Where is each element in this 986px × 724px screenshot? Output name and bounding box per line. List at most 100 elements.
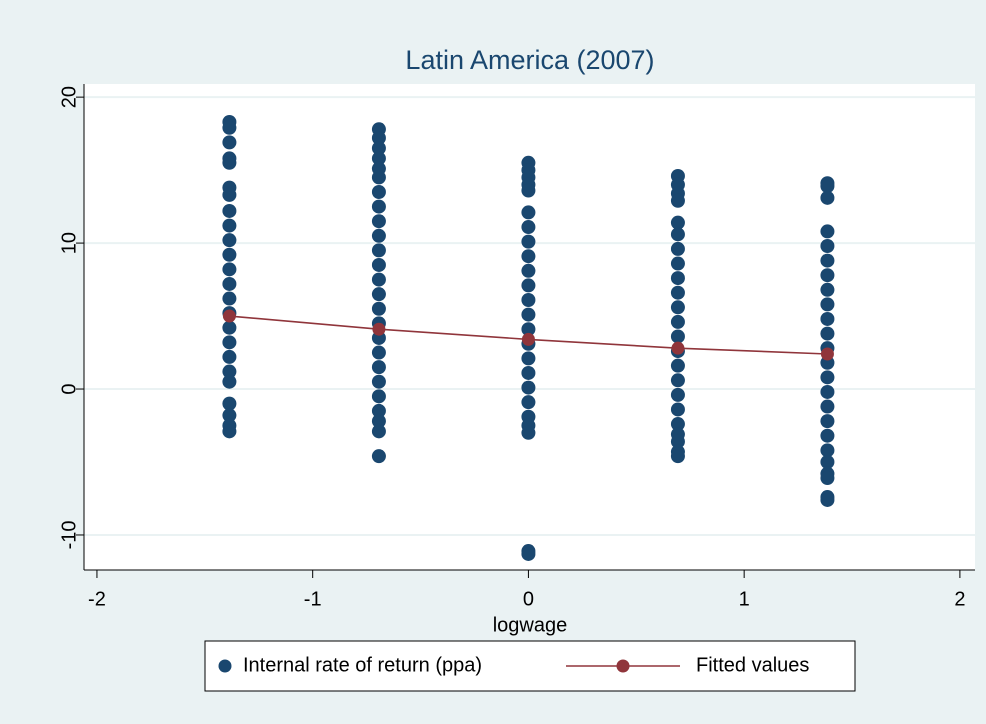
point: [371, 374, 386, 389]
point: [670, 387, 685, 402]
point: [521, 293, 536, 307]
point: [521, 263, 536, 278]
point: [222, 135, 237, 150]
point: [521, 278, 536, 293]
legend-marker: [218, 659, 232, 673]
point: [371, 403, 386, 418]
point: [371, 170, 386, 185]
point: [371, 131, 386, 145]
point: [820, 471, 835, 486]
point: [670, 215, 685, 230]
point: [820, 414, 835, 429]
y-tick-label: 20: [58, 86, 80, 108]
point: [820, 282, 835, 297]
point: [670, 314, 685, 329]
point: [820, 253, 835, 268]
point: [371, 287, 386, 302]
x-tick-label: 1: [739, 588, 750, 610]
point: [670, 373, 685, 388]
point: [521, 307, 536, 322]
point: [820, 370, 835, 385]
x-tick-label: 0: [523, 588, 534, 610]
y-tick-label: 0: [58, 383, 80, 394]
point: [521, 249, 536, 264]
point: [670, 300, 685, 315]
point: [222, 291, 237, 306]
point: [820, 384, 835, 399]
point: [222, 335, 237, 350]
point: [371, 228, 386, 243]
point: [670, 271, 685, 286]
point: [371, 301, 386, 316]
point: [222, 262, 237, 277]
point: [521, 425, 536, 440]
point: [521, 322, 536, 337]
point: [521, 365, 536, 380]
point: [521, 183, 536, 198]
point: [820, 326, 835, 341]
point: [222, 424, 237, 439]
point: [222, 120, 237, 135]
point: [820, 455, 835, 469]
point: [371, 272, 386, 287]
legend-marker: [616, 659, 630, 673]
point: [371, 389, 386, 404]
point: [371, 151, 386, 166]
point: [371, 199, 386, 214]
point: [670, 417, 685, 432]
y-tick-label: -10: [58, 521, 80, 550]
point: [222, 218, 237, 233]
point: [521, 351, 536, 366]
point: [371, 185, 386, 199]
point: [521, 332, 535, 346]
point: [820, 224, 835, 239]
point: [222, 276, 237, 291]
legend-label: Fitted values: [696, 654, 809, 676]
point: [371, 345, 386, 360]
point: [222, 396, 237, 411]
point: [820, 239, 835, 253]
point: [820, 347, 834, 361]
point: [222, 247, 237, 262]
point: [222, 187, 237, 202]
point: [372, 322, 386, 336]
point: [670, 193, 685, 208]
x-tick-label: -1: [304, 588, 322, 610]
point: [820, 179, 835, 194]
point: [670, 434, 685, 449]
point: [670, 358, 685, 373]
point: [670, 285, 685, 300]
point: [521, 380, 536, 395]
point: [670, 329, 685, 344]
point: [222, 374, 237, 389]
point: [820, 428, 835, 443]
point: [371, 449, 386, 464]
legend: [204, 640, 856, 692]
point: [820, 297, 835, 312]
point: [371, 214, 386, 229]
point: [222, 203, 237, 218]
point: [670, 402, 685, 417]
point: [222, 320, 237, 335]
x-tick-label: -2: [88, 588, 106, 610]
point: [371, 414, 386, 429]
x-tick-label: 2: [954, 588, 965, 610]
point: [820, 399, 835, 414]
point: [820, 492, 835, 507]
point: [670, 241, 685, 256]
point: [371, 257, 386, 272]
point: [521, 234, 536, 249]
point: [222, 155, 237, 170]
point: [222, 309, 236, 323]
point: [820, 268, 835, 283]
point: [371, 360, 386, 375]
point: [820, 311, 835, 326]
chart-title: Latin America (2007): [405, 45, 654, 75]
point: [670, 449, 685, 464]
y-tick-label: 10: [58, 232, 80, 254]
point: [521, 546, 536, 561]
legend-label: Internal rate of return (ppa): [243, 654, 482, 676]
point: [222, 349, 237, 364]
point: [521, 205, 536, 220]
